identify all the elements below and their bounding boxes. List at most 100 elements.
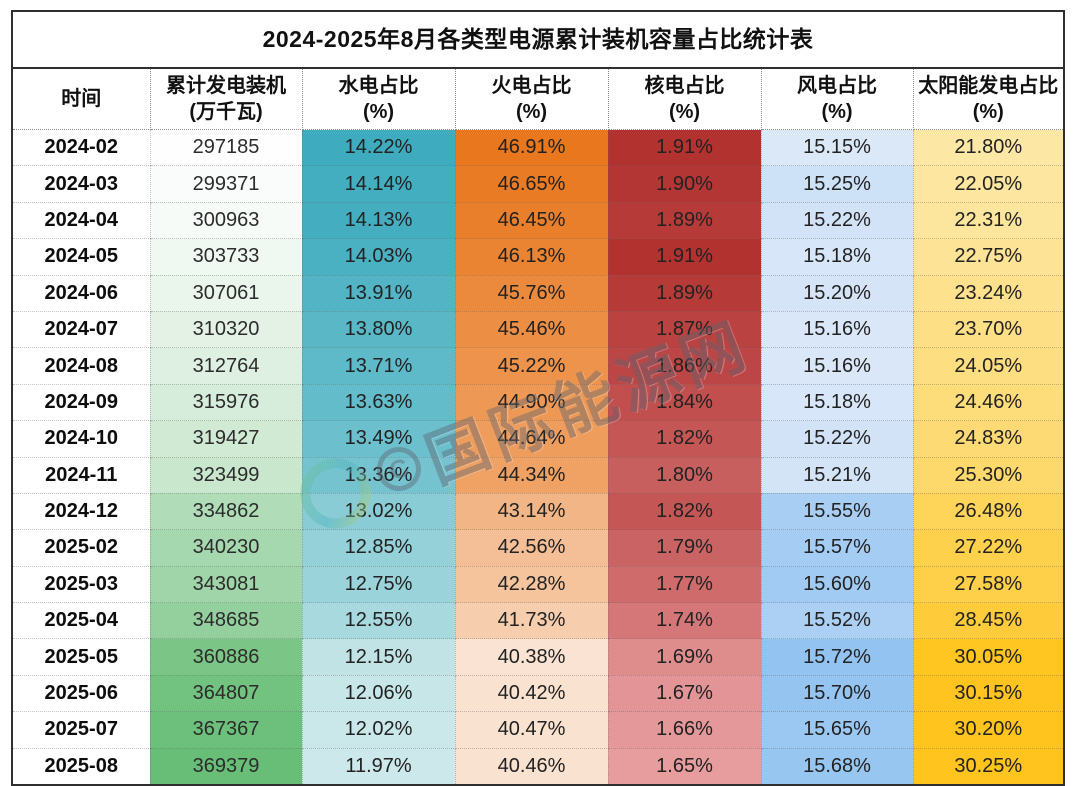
- table-cell: 312764: [150, 347, 303, 385]
- table-cell: 367367: [150, 711, 303, 749]
- column-header-label: 风电占比: [797, 75, 877, 97]
- table-cell: 1.89%: [608, 202, 762, 240]
- table-cell: 310320: [150, 311, 303, 349]
- table-cell: 30.25%: [913, 748, 1063, 785]
- table-cell: 1.67%: [608, 675, 762, 713]
- table-row: 2024-08 312764 13.71% 45.22% 1.86% 15.16% 24.0…: [13, 347, 1063, 385]
- table-cell: 41.73%: [455, 602, 609, 640]
- column-header-6: 太阳能发电占比 (%): [913, 69, 1063, 130]
- statistics-table: 2024-2025年8月各类型电源累计装机容量占比统计表 时间 累计发电装机 (万千…: [11, 10, 1065, 786]
- table-cell: 343081: [150, 566, 303, 604]
- row-time-cell: 2024-08: [13, 347, 151, 385]
- table-row: 2024-06 307061 13.91% 45.76% 1.89% 15.20% 23.2…: [13, 275, 1063, 312]
- table-cell: 15.25%: [761, 165, 914, 203]
- table-cell: 22.31%: [913, 202, 1063, 240]
- table-cell: 303733: [150, 238, 303, 276]
- table-cell: 369379: [150, 748, 303, 785]
- table-cell: 348685: [150, 602, 303, 640]
- column-header-unit: (%): [972, 101, 1004, 123]
- header-row: 时间 累计发电装机 (万千瓦) 水电占比 (%) 火电占比 (%) 核电占比 (%) 风电占比 (%…: [13, 69, 1063, 130]
- table-cell: 15.55%: [761, 493, 914, 531]
- table-cell: 44.34%: [455, 457, 609, 494]
- table-cell: 323499: [150, 457, 303, 494]
- table-cell: 1.69%: [608, 638, 762, 676]
- column-header-2: 水电占比 (%): [302, 69, 456, 130]
- table-cell: 45.46%: [455, 311, 609, 349]
- table-row: 2024-05 303733 14.03% 46.13% 1.91% 15.18% 22.7…: [13, 238, 1063, 276]
- table-cell: 30.15%: [913, 675, 1063, 713]
- column-header-unit: (%): [668, 101, 701, 123]
- column-header-label: 火电占比: [491, 75, 572, 97]
- table-cell: 46.65%: [455, 165, 609, 203]
- table-cell: 24.46%: [913, 384, 1063, 422]
- table-cell: 12.55%: [302, 602, 456, 640]
- table-cell: 1.84%: [608, 384, 762, 422]
- table-cell: 12.85%: [302, 529, 456, 567]
- table-cell: 15.72%: [761, 638, 914, 676]
- column-header-unit: (%): [821, 101, 853, 123]
- column-header-3: 火电占比 (%): [455, 69, 609, 130]
- table-cell: 27.58%: [913, 566, 1063, 604]
- table-cell: 13.63%: [302, 384, 456, 422]
- table-cell: 13.91%: [302, 275, 456, 312]
- row-time-cell: 2025-06: [13, 675, 151, 713]
- column-header-label: 核电占比: [644, 75, 725, 97]
- row-time-cell: 2025-08: [13, 748, 151, 785]
- table-cell: 25.30%: [913, 457, 1063, 494]
- table-cell: 1.74%: [608, 602, 762, 640]
- row-time-cell: 2024-05: [13, 238, 151, 276]
- table-cell: 22.05%: [913, 165, 1063, 203]
- table-cell: 46.13%: [455, 238, 609, 276]
- table-cell: 14.14%: [302, 165, 456, 203]
- table-row: 2025-06 364807 12.06% 40.42% 1.67% 15.70% 30.1…: [13, 675, 1063, 713]
- row-time-cell: 2024-10: [13, 420, 151, 458]
- table-cell: 46.45%: [455, 202, 609, 240]
- table-cell: 14.03%: [302, 238, 456, 276]
- table-cell: 12.02%: [302, 711, 456, 749]
- table-cell: 15.15%: [761, 129, 914, 167]
- table-row: 2025-07 367367 12.02% 40.47% 1.66% 15.65% 30.2…: [13, 711, 1063, 749]
- table-cell: 11.97%: [302, 748, 456, 785]
- row-time-cell: 2024-07: [13, 311, 151, 349]
- table-cell: 1.77%: [608, 566, 762, 604]
- row-time-cell: 2024-06: [13, 275, 151, 312]
- table-cell: 15.21%: [761, 457, 914, 494]
- table-cell: 30.20%: [913, 711, 1063, 749]
- table-cell: 1.91%: [608, 129, 762, 167]
- table-cell: 15.57%: [761, 529, 914, 567]
- table-row: 2024-09 315976 13.63% 44.90% 1.84% 15.18% 24.4…: [13, 384, 1063, 422]
- table-cell: 1.82%: [608, 420, 762, 458]
- table-row: 2024-03 299371 14.14% 46.65% 1.90% 15.25% 22.0…: [13, 165, 1063, 203]
- table-cell: 13.71%: [302, 347, 456, 385]
- table-cell: 15.70%: [761, 675, 914, 713]
- table-cell: 15.60%: [761, 566, 914, 604]
- table-row: 2025-08 369379 11.97% 40.46% 1.65% 15.68% 30.2…: [13, 748, 1063, 785]
- table-cell: 315976: [150, 384, 303, 422]
- table-row: 2024-10 319427 13.49% 44.64% 1.82% 15.22% 24.8…: [13, 420, 1063, 458]
- table-cell: 1.66%: [608, 711, 762, 749]
- table-cell: 24.05%: [913, 347, 1063, 385]
- table-cell: 15.20%: [761, 275, 914, 312]
- table-cell: 40.42%: [455, 675, 609, 713]
- table-title: 2024-2025年8月各类型电源累计装机容量占比统计表: [13, 12, 1063, 69]
- table-cell: 13.80%: [302, 311, 456, 349]
- table-cell: 44.90%: [455, 384, 609, 422]
- column-header-time: 时间: [13, 69, 151, 130]
- table-cell: 340230: [150, 529, 303, 567]
- table-cell: 28.45%: [913, 602, 1063, 640]
- table-cell: 24.83%: [913, 420, 1063, 458]
- table-cell: 15.22%: [761, 420, 914, 458]
- table-cell: 297185: [150, 129, 303, 167]
- row-time-cell: 2025-05: [13, 638, 151, 676]
- table-cell: 12.15%: [302, 638, 456, 676]
- table-cell: 40.46%: [455, 748, 609, 785]
- row-time-cell: 2025-02: [13, 529, 151, 567]
- table-row: 2025-03 343081 12.75% 42.28% 1.77% 15.60% 27.5…: [13, 566, 1063, 604]
- table-row: 2025-04 348685 12.55% 41.73% 1.74% 15.52% 28.4…: [13, 602, 1063, 640]
- column-header-unit: (%): [362, 101, 395, 123]
- table-cell: 14.13%: [302, 202, 456, 240]
- table-cell: 42.56%: [455, 529, 609, 567]
- table-cell: 15.18%: [761, 238, 914, 276]
- table-cell: 1.65%: [608, 748, 762, 785]
